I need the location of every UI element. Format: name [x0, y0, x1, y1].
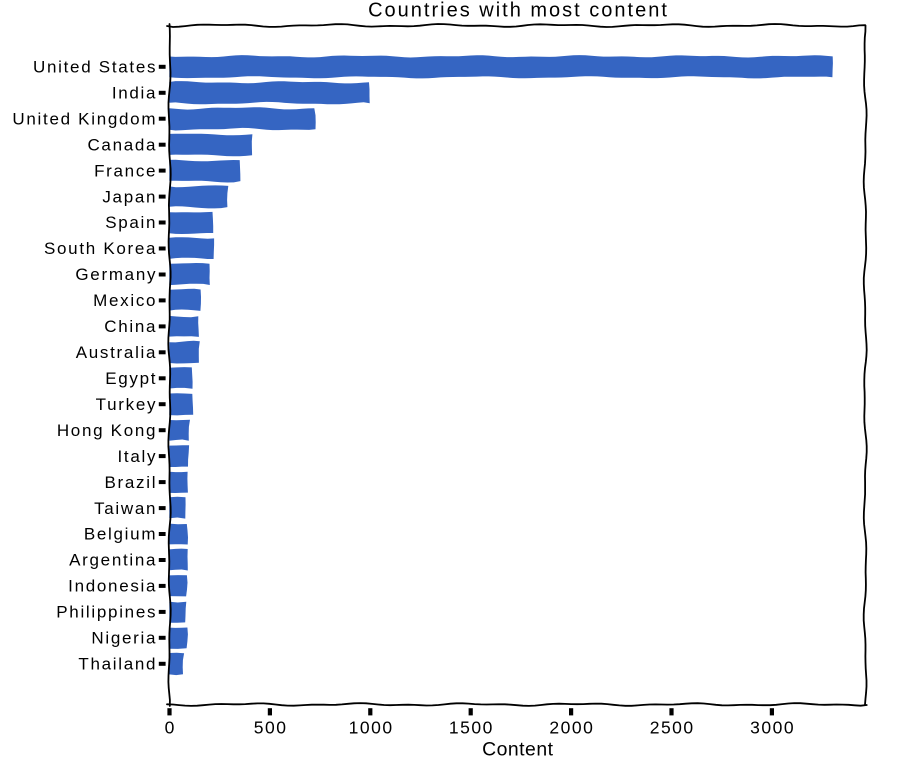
svg-text:United Kingdom: United Kingdom [12, 109, 157, 128]
svg-text:Brazil: Brazil [104, 473, 157, 492]
svg-text:2000: 2000 [549, 717, 594, 737]
svg-text:Mexico: Mexico [93, 291, 157, 310]
svg-text:2500: 2500 [650, 717, 695, 737]
svg-text:500: 500 [254, 717, 288, 737]
svg-text:France: France [94, 161, 157, 180]
svg-text:3000: 3000 [750, 717, 795, 737]
svg-text:1000: 1000 [349, 717, 394, 737]
svg-text:South Korea: South Korea [44, 239, 157, 258]
svg-text:1500: 1500 [449, 717, 494, 737]
svg-text:Italy: Italy [118, 447, 158, 466]
svg-text:Belgium: Belgium [84, 525, 157, 544]
svg-text:Taiwan: Taiwan [94, 499, 157, 518]
svg-text:Philippines: Philippines [56, 603, 157, 622]
svg-text:0: 0 [165, 717, 176, 737]
svg-text:Turkey: Turkey [96, 395, 158, 414]
svg-text:Countries with most content: Countries with most content [368, 0, 669, 22]
svg-text:China: China [104, 317, 157, 336]
svg-text:Thailand: Thailand [78, 655, 157, 674]
svg-text:Japan: Japan [102, 187, 157, 206]
svg-text:Indonesia: Indonesia [68, 577, 157, 596]
svg-text:Spain: Spain [105, 213, 157, 232]
svg-text:Argentina: Argentina [69, 551, 157, 570]
svg-text:Content: Content [482, 738, 554, 760]
svg-text:Hong Kong: Hong Kong [57, 421, 157, 440]
svg-text:Egypt: Egypt [105, 369, 157, 388]
svg-text:Canada: Canada [87, 135, 157, 154]
svg-text:India: India [112, 84, 157, 103]
svg-text:Nigeria: Nigeria [91, 629, 157, 648]
svg-text:United States: United States [33, 58, 157, 77]
svg-text:Germany: Germany [75, 265, 157, 284]
svg-text:Australia: Australia [76, 343, 157, 362]
